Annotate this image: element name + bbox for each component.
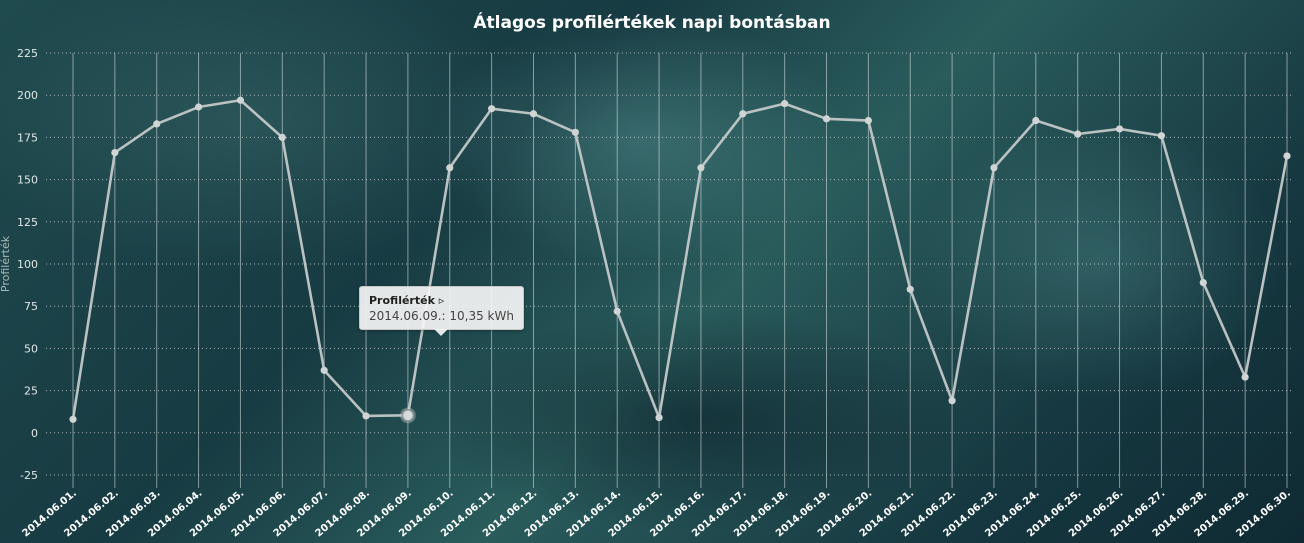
data-point[interactable]: [278, 133, 286, 141]
tooltip-series-label: Profilérték ▹: [369, 294, 445, 307]
tooltip-value: 2014.06.09.: 10,35 kWh: [369, 309, 514, 323]
y-tick-label: 200: [17, 89, 38, 102]
y-axis-label: Profilérték: [0, 235, 12, 292]
y-tick-label: 125: [17, 216, 38, 229]
series-profilertek: [71, 98, 1289, 420]
data-point[interactable]: [781, 100, 789, 108]
y-tick-label: 50: [24, 342, 38, 355]
data-point[interactable]: [111, 148, 119, 157]
data-point[interactable]: [1074, 130, 1082, 138]
chart-title: Átlagos profilértékek napi bontásban: [473, 11, 830, 33]
y-tick-label: 150: [17, 174, 38, 187]
data-point[interactable]: [488, 105, 496, 113]
data-point[interactable]: [739, 110, 747, 118]
data-point[interactable]: [613, 307, 621, 315]
data-point[interactable]: [362, 412, 370, 420]
data-point[interactable]: [236, 96, 245, 104]
tooltip: Profilérték ▹ 2014.06.09.: 10,35 kWh: [359, 286, 524, 336]
data-point[interactable]: [320, 366, 328, 374]
vertical-gridlines: [72, 53, 1288, 488]
data-point-highlighted[interactable]: [401, 409, 415, 422]
y-axis-ticks: -25 0 25 50 75 100 125 150 175 200 225: [17, 47, 38, 482]
series-line: [71, 98, 1289, 420]
y-tick-label: -25: [20, 469, 38, 482]
data-point[interactable]: [948, 397, 956, 405]
data-point[interactable]: [571, 128, 579, 136]
y-tick-label: 100: [17, 258, 38, 271]
data-point[interactable]: [1115, 125, 1124, 133]
data-point[interactable]: [655, 414, 663, 422]
tooltip-arrow: [434, 329, 448, 336]
data-point[interactable]: [1032, 116, 1040, 125]
data-point[interactable]: [864, 116, 872, 125]
x-axis-ticks: 2014.06.01.2014.06.02.2014.06.03.2014.06…: [20, 488, 1292, 540]
y-tick-label: 75: [24, 300, 38, 313]
data-point[interactable]: [446, 164, 454, 172]
data-point[interactable]: [697, 164, 705, 172]
data-point[interactable]: [1283, 152, 1291, 160]
data-point[interactable]: [1199, 278, 1207, 287]
horizontal-gridlines: [46, 52, 1292, 476]
data-point[interactable]: [1241, 373, 1249, 381]
y-tick-label: 175: [17, 131, 38, 144]
y-tick-label: 225: [17, 47, 38, 60]
y-tick-label: 0: [31, 427, 38, 440]
data-point[interactable]: [822, 115, 831, 123]
data-point[interactable]: [906, 285, 914, 293]
series-points[interactable]: [69, 96, 1291, 424]
data-point[interactable]: [529, 110, 538, 118]
data-point[interactable]: [153, 120, 161, 128]
data-point[interactable]: [69, 415, 77, 423]
data-point[interactable]: [990, 164, 998, 172]
y-tick-label: 25: [24, 385, 38, 398]
data-point[interactable]: [1157, 132, 1166, 140]
data-point[interactable]: [194, 103, 203, 111]
